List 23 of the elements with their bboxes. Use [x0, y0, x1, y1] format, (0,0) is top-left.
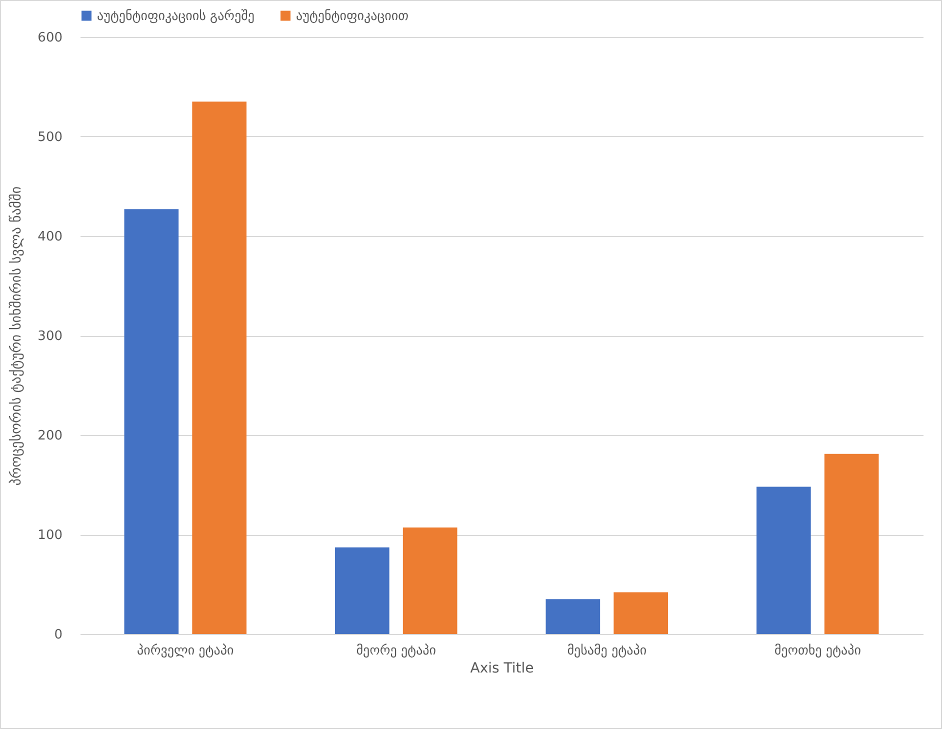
- bar: [824, 454, 879, 634]
- bar: [614, 592, 668, 634]
- bar: [335, 547, 390, 634]
- bar: [402, 528, 458, 634]
- legend-label: აუტენტიფიკაციით: [296, 8, 409, 24]
- x-tick-label: მეოთხე ეტაპი: [774, 644, 862, 658]
- y-tick-label: 600: [38, 30, 62, 46]
- bar: [546, 599, 600, 634]
- x-axis-title: Axis Title: [470, 660, 534, 676]
- legend-label: აუტენტიფიკაციის გარეშე: [97, 8, 254, 24]
- y-tick-label: 200: [38, 428, 62, 444]
- x-tick-label: პირველი ეტაპი: [137, 644, 234, 658]
- y-tick-label: 500: [38, 130, 62, 145]
- y-tick-label: 400: [38, 230, 62, 244]
- bar: [192, 102, 246, 634]
- y-tick-label: 100: [38, 528, 62, 543]
- y-tick-label: 0: [54, 628, 62, 642]
- x-tick-label: მეორე ეტაპი: [356, 644, 436, 658]
- bar: [124, 209, 179, 634]
- x-tick-label: მესამე ეტაპი: [567, 644, 647, 658]
- y-tick-label: 300: [38, 329, 62, 344]
- y-axis-title: პროცესორის ტაქტური სიხშირის სვლა წამში: [8, 186, 25, 486]
- bar: [756, 486, 811, 634]
